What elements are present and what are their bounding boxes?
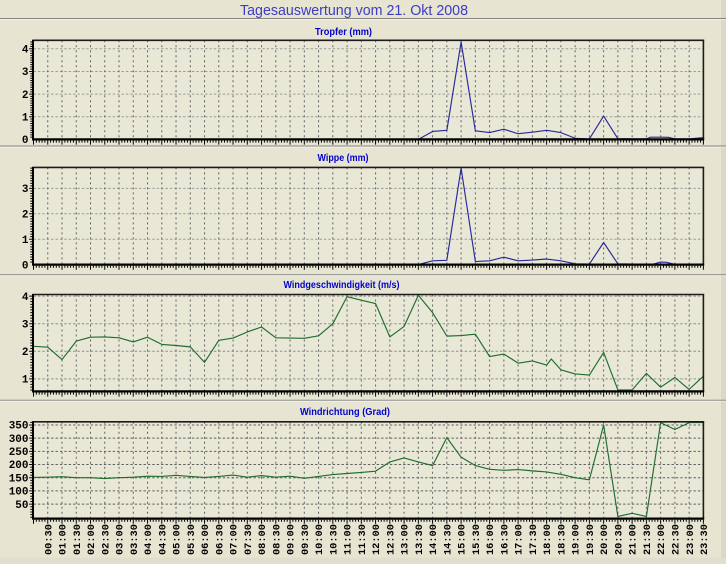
svg-text:16:30: 16:30 (499, 524, 511, 555)
svg-text:Tropfer (mm): Tropfer (mm) (315, 27, 372, 38)
svg-text:00:30: 00:30 (43, 524, 55, 555)
svg-text:18:30: 18:30 (556, 524, 568, 555)
svg-text:250: 250 (9, 447, 29, 459)
svg-text:20:00: 20:00 (599, 524, 611, 555)
svg-text:0: 0 (22, 135, 29, 147)
svg-text:10:00: 10:00 (314, 524, 326, 555)
svg-text:02:30: 02:30 (100, 524, 112, 555)
svg-text:03:30: 03:30 (129, 524, 141, 555)
svg-text:01:00: 01:00 (58, 524, 70, 555)
svg-text:200: 200 (9, 460, 29, 472)
svg-text:3: 3 (22, 319, 29, 331)
svg-text:15:30: 15:30 (471, 524, 483, 555)
svg-text:01:30: 01:30 (72, 524, 84, 555)
svg-text:23:00: 23:00 (685, 524, 697, 555)
svg-text:04:00: 04:00 (143, 524, 155, 555)
svg-text:Wippe (mm): Wippe (mm) (318, 153, 369, 164)
svg-text:16:00: 16:00 (485, 524, 497, 555)
svg-text:100: 100 (9, 487, 29, 499)
svg-text:09:30: 09:30 (300, 524, 312, 555)
svg-text:12:30: 12:30 (385, 524, 397, 555)
svg-text:1: 1 (22, 235, 29, 247)
svg-text:300: 300 (9, 434, 29, 446)
svg-text:Tagesauswertung vom 21. Okt 20: Tagesauswertung vom 21. Okt 2008 (240, 3, 468, 19)
svg-text:08:30: 08:30 (271, 524, 283, 555)
svg-text:07:30: 07:30 (243, 524, 255, 555)
svg-text:2: 2 (22, 210, 29, 222)
svg-text:Windgeschwindigkeit (m/s): Windgeschwindigkeit (m/s) (284, 280, 400, 291)
svg-text:4: 4 (22, 45, 29, 57)
svg-text:10:30: 10:30 (328, 524, 340, 555)
svg-text:21:30: 21:30 (642, 524, 654, 555)
svg-text:2: 2 (22, 90, 29, 102)
svg-text:07:00: 07:00 (229, 524, 241, 555)
svg-text:22:30: 22:30 (670, 524, 682, 555)
svg-text:02:00: 02:00 (86, 524, 98, 555)
svg-text:3: 3 (22, 184, 29, 196)
svg-text:06:00: 06:00 (200, 524, 212, 555)
svg-text:04:30: 04:30 (157, 524, 169, 555)
svg-text:17:00: 17:00 (514, 524, 526, 555)
svg-text:Windrichtung (Grad): Windrichtung (Grad) (300, 407, 390, 418)
svg-text:0: 0 (22, 260, 29, 272)
svg-text:3: 3 (22, 67, 29, 79)
svg-text:1: 1 (22, 113, 29, 125)
svg-text:03:00: 03:00 (115, 524, 127, 555)
svg-text:350: 350 (9, 421, 29, 433)
svg-text:20:30: 20:30 (613, 524, 625, 555)
svg-text:21:00: 21:00 (628, 524, 640, 555)
svg-text:150: 150 (9, 473, 29, 485)
svg-text:15:00: 15:00 (457, 524, 469, 555)
svg-text:2: 2 (22, 347, 29, 359)
svg-text:06:30: 06:30 (214, 524, 226, 555)
svg-text:12:00: 12:00 (371, 524, 383, 555)
svg-text:19:00: 19:00 (571, 524, 583, 555)
svg-text:1: 1 (22, 375, 29, 387)
svg-text:17:30: 17:30 (528, 524, 540, 555)
svg-text:05:00: 05:00 (172, 524, 184, 555)
svg-text:4: 4 (22, 292, 29, 304)
svg-text:05:30: 05:30 (186, 524, 198, 555)
svg-text:50: 50 (15, 500, 28, 512)
svg-text:18:00: 18:00 (542, 524, 554, 555)
svg-text:14:30: 14:30 (442, 524, 454, 555)
svg-text:14:00: 14:00 (428, 524, 440, 555)
svg-text:19:30: 19:30 (585, 524, 597, 555)
svg-text:09:00: 09:00 (286, 524, 298, 555)
svg-text:23:30: 23:30 (699, 524, 711, 555)
svg-text:22:00: 22:00 (656, 524, 668, 555)
svg-text:13:30: 13:30 (414, 524, 426, 555)
svg-text:11:30: 11:30 (357, 524, 369, 555)
svg-text:11:00: 11:00 (343, 524, 355, 555)
svg-text:08:00: 08:00 (257, 524, 269, 555)
svg-text:13:00: 13:00 (400, 524, 412, 555)
